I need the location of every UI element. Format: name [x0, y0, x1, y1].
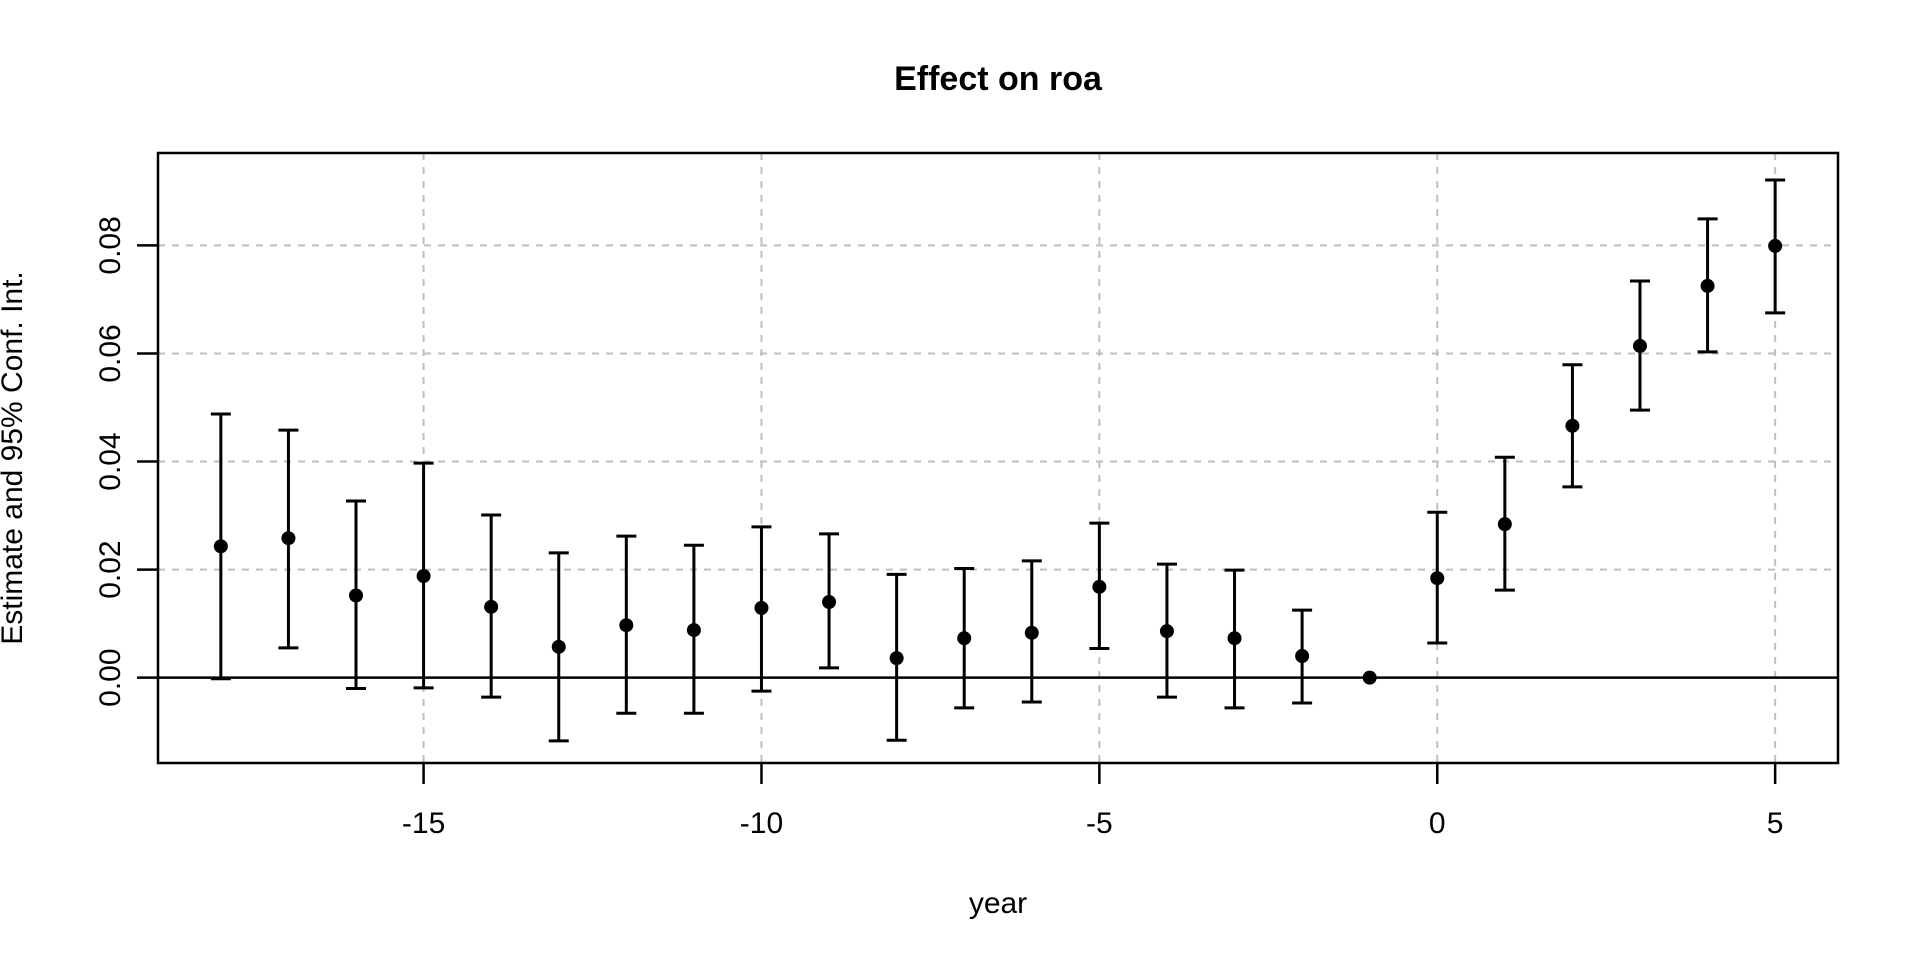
plot-border	[156, 151, 1840, 765]
plot-layer: 0.00 0.02 0.04 0.06 0.08 -15 -10 -5 0 5	[94, 151, 1840, 840]
data-point	[416, 569, 431, 584]
data-point	[551, 639, 566, 654]
data-point	[1227, 631, 1242, 646]
data-point	[957, 631, 972, 646]
data-point	[213, 539, 228, 554]
data-point	[349, 588, 364, 603]
data-point	[686, 623, 701, 638]
y-tick-label: 0.08	[94, 216, 127, 274]
data-point	[1024, 625, 1039, 640]
data-point	[281, 531, 296, 546]
data-point	[1700, 278, 1715, 293]
y-tick-label: 0.02	[94, 540, 127, 598]
y-axis-title: Estimate and 95% Conf. Int.	[0, 271, 29, 645]
data-point	[1159, 624, 1174, 639]
data-point	[1092, 579, 1107, 594]
y-tick-label: 0.06	[94, 324, 127, 382]
data-point	[754, 600, 769, 615]
data-point	[1632, 338, 1647, 353]
data-point	[822, 594, 837, 609]
data-point	[484, 599, 499, 614]
data-point	[1430, 571, 1445, 586]
x-tick-label: -15	[402, 807, 445, 840]
x-tick-label: -10	[740, 807, 783, 840]
data-point	[1497, 517, 1512, 532]
chart-title: Effect on roa	[894, 60, 1103, 98]
x-axis-title: year	[969, 887, 1027, 920]
x-tick-label: 5	[1767, 807, 1784, 840]
data-point	[889, 651, 904, 666]
data-point	[1565, 418, 1580, 433]
y-tick-label: 0.00	[94, 648, 127, 706]
data-point	[1362, 670, 1377, 685]
x-tick-label: 0	[1429, 807, 1446, 840]
y-tick-label: 0.04	[94, 432, 127, 490]
x-tick-label: -5	[1086, 807, 1113, 840]
data-point	[619, 618, 634, 633]
data-point	[1295, 649, 1310, 664]
data-point	[1768, 238, 1783, 253]
